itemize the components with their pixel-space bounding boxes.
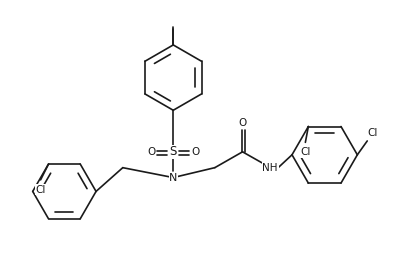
Text: Cl: Cl bbox=[367, 128, 377, 138]
Text: O: O bbox=[238, 118, 247, 128]
Text: Cl: Cl bbox=[300, 147, 310, 157]
Text: S: S bbox=[169, 145, 177, 158]
Text: NH: NH bbox=[262, 163, 278, 173]
Text: N: N bbox=[169, 173, 177, 183]
Text: O: O bbox=[147, 147, 156, 157]
Text: O: O bbox=[191, 147, 199, 157]
Text: Cl: Cl bbox=[35, 185, 46, 195]
